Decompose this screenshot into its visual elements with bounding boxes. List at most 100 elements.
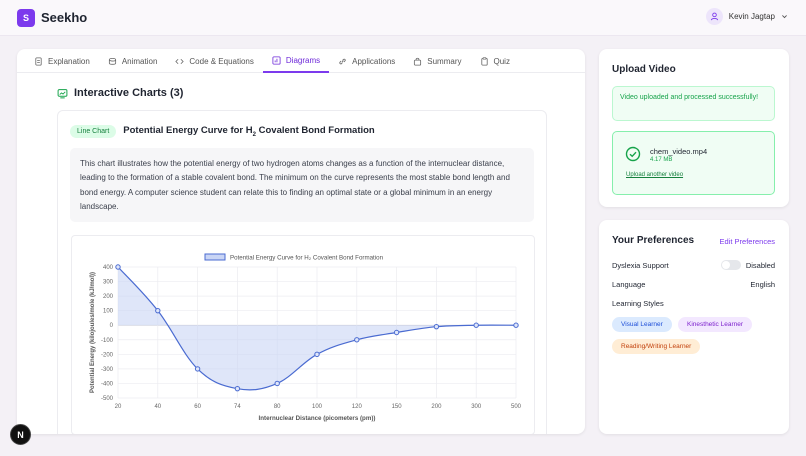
tab-bar: Explanation Animation Code & Equations D…	[17, 49, 585, 73]
y-tick-label: -200	[101, 352, 114, 358]
data-point	[234, 385, 241, 392]
file-name: chem_video.mp4	[650, 147, 708, 156]
data-point	[314, 351, 320, 358]
style-pill-visual: Visual Learner	[612, 317, 672, 332]
content-card: Explanation Animation Code & Equations D…	[17, 49, 585, 434]
tab-summary[interactable]: Summary	[404, 49, 470, 73]
x-tick-label: 150	[392, 404, 403, 410]
chart-card: Line Chart Potential Energy Curve for H2…	[57, 110, 547, 434]
legend-swatch	[204, 253, 226, 261]
data-point	[354, 337, 360, 343]
x-tick-label: 500	[511, 404, 522, 410]
x-tick-label: 100	[312, 404, 323, 410]
tab-explanation[interactable]: Explanation	[25, 49, 99, 73]
learning-styles-label: Learning Styles	[612, 299, 664, 308]
app-logo[interactable]: S	[17, 9, 35, 27]
y-tick-label: 100	[103, 309, 114, 315]
uploaded-file: chem_video.mp4 4.17 MB Upload another vi…	[612, 131, 775, 195]
style-pill-reading-writing: Reading/Writing Learner	[612, 339, 701, 354]
data-point	[393, 329, 400, 336]
user-menu[interactable]: Kevin Jagtap	[705, 8, 788, 25]
language-value: English	[750, 280, 775, 289]
dyslexia-row: Dyslexia Support Disabled	[612, 260, 775, 270]
tab-code-equations[interactable]: Code & Equations	[166, 49, 263, 73]
tab-quiz[interactable]: Quiz	[471, 49, 519, 73]
tab-applications[interactable]: Applications	[329, 49, 404, 73]
check-circle-icon	[625, 146, 641, 162]
chart-type-badge: Line Chart	[70, 125, 117, 138]
x-tick-label: 120	[352, 404, 363, 410]
preferences-title: Your Preferences	[612, 235, 695, 246]
data-point	[473, 322, 479, 328]
chart-icon	[272, 55, 281, 65]
tab-label: Diagrams	[285, 55, 321, 65]
y-tick-label: 400	[103, 265, 114, 271]
preferences-card: Your Preferences Edit Preferences Dyslex…	[599, 220, 789, 434]
dev-tools-button[interactable]: N	[10, 424, 31, 445]
x-tick-label: 40	[154, 404, 161, 410]
data-point	[433, 323, 440, 330]
tab-animation[interactable]: Animation	[99, 49, 167, 73]
upload-another-link[interactable]: Upload another video	[626, 172, 684, 178]
tab-label: Applications	[352, 56, 396, 66]
chart-title-text: Potential Energy Curve for H	[123, 125, 253, 137]
layers-icon	[108, 57, 116, 65]
data-point	[274, 380, 280, 387]
language-row: Language English	[612, 280, 775, 289]
tab-diagrams[interactable]: Diagrams	[262, 49, 330, 73]
language-label: Language	[612, 280, 646, 289]
user-avatar	[705, 8, 723, 25]
chart-monitor-icon	[57, 88, 68, 98]
data-point	[194, 366, 201, 372]
tab-label: Summary	[427, 56, 462, 66]
user-icon	[710, 12, 718, 21]
y-axis-title: Potential Energy (kilojoules/mole (kJ/mo…	[90, 272, 96, 393]
chart-title-text: Covalent Bond Formation	[255, 125, 375, 137]
dyslexia-toggle[interactable]	[720, 260, 741, 270]
clipboard-icon	[480, 56, 488, 66]
upload-card: Upload Video Video uploaded and processe…	[599, 49, 789, 207]
section-title: Interactive Charts (3)	[74, 87, 184, 99]
style-pill-kinesthetic: Kinesthetic Learner	[678, 317, 753, 332]
chart-card-title: Potential Energy Curve for H2 Covalent B…	[123, 125, 374, 138]
x-tick-label: 300	[471, 404, 482, 410]
x-tick-label: 80	[274, 404, 281, 410]
upload-title: Upload Video	[612, 64, 676, 75]
app-name: Seekho	[41, 10, 88, 25]
x-tick-label: 74	[234, 404, 241, 410]
upload-success-message: Video uploaded and processed successfull…	[612, 86, 775, 121]
x-tick-label: 200	[431, 404, 442, 410]
y-tick-label: -400	[101, 381, 114, 387]
legend-label: Potential Energy Curve for H₂ Covalent B…	[230, 255, 384, 262]
x-tick-label: 20	[115, 404, 122, 410]
x-tick-label: 60	[194, 404, 201, 410]
tab-label: Code & Equations	[189, 56, 254, 66]
data-point	[115, 264, 121, 270]
user-name: Kevin Jagtap	[728, 12, 775, 21]
y-tick-label: 0	[110, 323, 114, 329]
dyslexia-control: Disabled	[720, 260, 775, 270]
code-icon	[175, 58, 185, 64]
document-icon	[35, 56, 42, 66]
x-axis-title: Internuclear Distance (picometers (pm))	[259, 415, 376, 422]
data-point	[155, 307, 161, 314]
chart-plot-container: 400 300 200 100 0 -100 -200 -300 -400 -500 20 40 60 7…	[71, 235, 535, 434]
section-heading: Interactive Charts (3)	[57, 87, 183, 99]
series-area	[118, 267, 516, 390]
link-icon	[339, 58, 346, 64]
learning-styles-row: Learning Styles	[612, 299, 775, 308]
tab-label: Explanation	[48, 56, 90, 66]
dyslexia-label: Dyslexia Support	[612, 260, 669, 270]
chart-title-subscript: 2	[252, 131, 256, 138]
chevron-down-icon[interactable]	[781, 13, 788, 20]
tab-label: Animation	[121, 56, 158, 66]
edit-preferences-link[interactable]: Edit Preferences	[719, 237, 775, 246]
tab-label: Quiz	[493, 56, 510, 66]
file-size: 4.17 MB	[650, 157, 673, 163]
y-tick-label: 300	[103, 280, 114, 286]
y-tick-label: 200	[103, 294, 114, 300]
y-tick-label: -100	[101, 338, 114, 344]
chart-header: Line Chart Potential Energy Curve for H2…	[70, 125, 375, 138]
data-point	[513, 322, 519, 328]
